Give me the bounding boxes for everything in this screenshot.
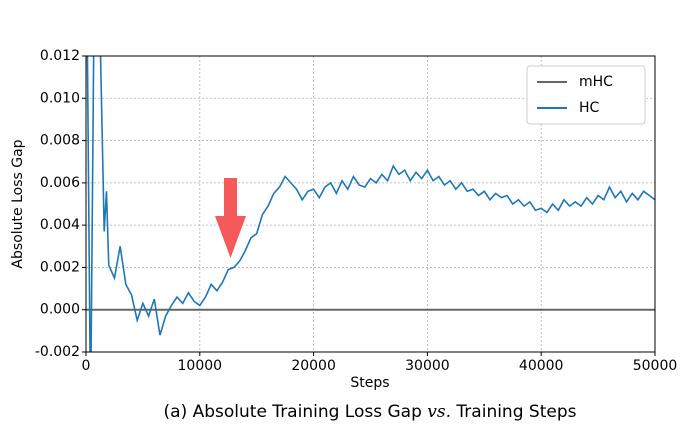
legend-label: HC — [579, 100, 600, 116]
x-tick-label: 50000 — [633, 358, 678, 374]
x-tick-label: 0 — [82, 358, 91, 374]
y-tick-label: 0.002 — [40, 259, 80, 275]
x-tick-label: 30000 — [405, 358, 450, 374]
y-tick-label: 0.000 — [40, 302, 80, 318]
x-tick-label: 40000 — [519, 358, 564, 374]
caption-part: vs. — [427, 402, 451, 422]
y-axis-label: Absolute Loss Gap — [10, 139, 26, 268]
y-tick-label: 0.010 — [40, 90, 80, 106]
y-tick-label: -0.002 — [35, 344, 80, 360]
legend-label: mHC — [579, 74, 613, 90]
x-tick-label: 10000 — [178, 358, 223, 374]
series-line — [86, 56, 655, 352]
legend-box — [526, 65, 646, 125]
y-tick-label: 0.012 — [40, 48, 80, 64]
caption-part: Training Steps — [455, 402, 576, 422]
x-axis-label: Steps — [350, 375, 389, 391]
y-tick-label: 0.006 — [40, 175, 80, 191]
caption: (a) Absolute Training Loss Gap vs. Train… — [164, 402, 577, 423]
y-tick-label: 0.008 — [40, 133, 80, 149]
x-tick-label: 20000 — [291, 358, 336, 374]
caption-part: (a) Absolute Training Loss Gap — [164, 402, 422, 422]
y-tick-label: 0.004 — [40, 217, 80, 233]
arrow-annotation — [215, 178, 246, 258]
plot-frame — [85, 55, 656, 353]
